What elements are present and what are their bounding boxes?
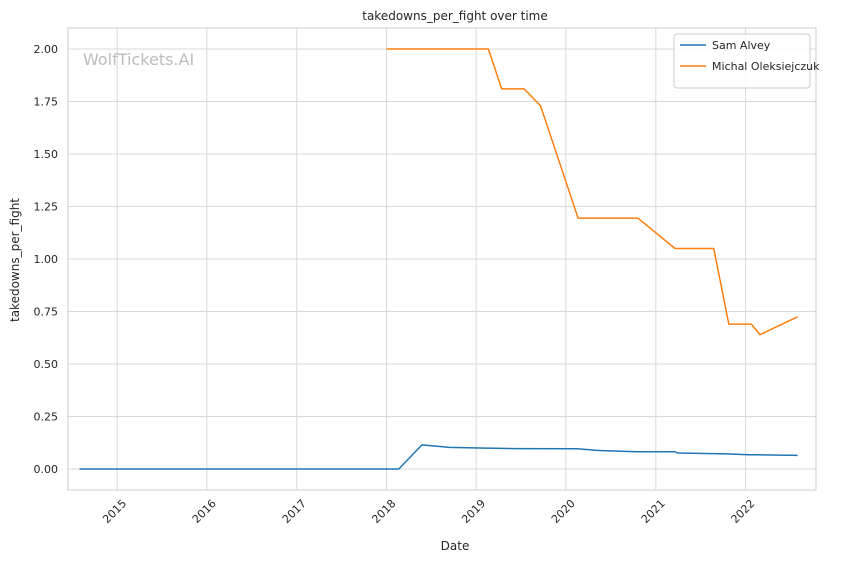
y-tick-label: 0.00 bbox=[34, 463, 59, 476]
x-axis-label: Date bbox=[441, 539, 470, 553]
y-tick-label: 1.75 bbox=[34, 96, 59, 109]
plot-area-frame bbox=[67, 27, 817, 491]
series-line-1 bbox=[386, 48, 798, 336]
y-tick-label: 1.25 bbox=[34, 201, 59, 214]
y-tick-label: 0.50 bbox=[34, 358, 59, 371]
y-axis-label: takedowns_per_fight bbox=[8, 198, 22, 322]
y-tick-label: 1.50 bbox=[34, 148, 59, 161]
y-tick-label: 0.25 bbox=[34, 411, 59, 424]
series-line-0 bbox=[79, 444, 798, 470]
series-layer bbox=[79, 48, 798, 470]
y-tick-label: 2.00 bbox=[34, 43, 59, 56]
chart-title: takedowns_per_fight over time bbox=[362, 9, 548, 23]
y-tick-label: 0.75 bbox=[34, 306, 59, 319]
watermark-text: WolfTickets.AI bbox=[83, 50, 194, 69]
legend-box bbox=[673, 33, 811, 89]
legend: Sam Alvey Michal Oleksiejczuk bbox=[673, 33, 820, 89]
legend-label: Sam Alvey bbox=[712, 39, 771, 52]
legend-label: Michal Oleksiejczuk bbox=[712, 60, 820, 73]
y-axis-ticks: 0.00 0.25 0.50 0.75 1.00 1.25 1.50 1.75 2.00 bbox=[34, 43, 59, 476]
y-tick-label: 1.00 bbox=[34, 253, 59, 266]
